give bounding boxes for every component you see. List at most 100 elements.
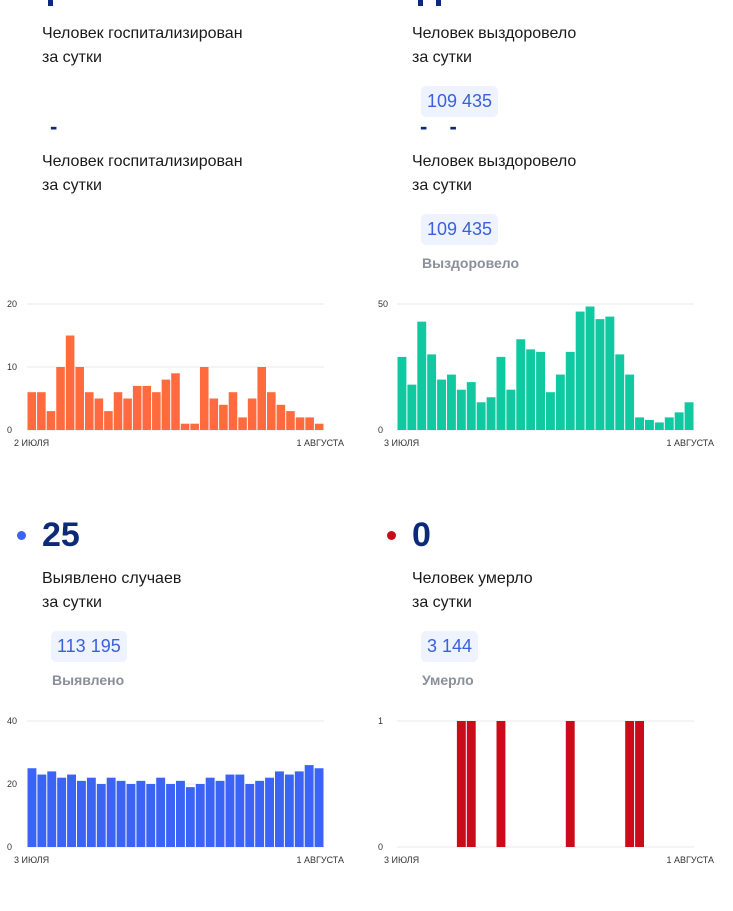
chart-bar[interactable] [437, 379, 446, 430]
deaths-total-pill[interactable]: 3 144 [421, 631, 479, 662]
chart-bar[interactable] [305, 417, 314, 430]
chart-bar[interactable] [156, 777, 166, 847]
chart-bar[interactable] [476, 402, 486, 430]
chart-bar[interactable] [113, 392, 123, 430]
chart-bar[interactable] [199, 367, 209, 430]
chart-bar[interactable] [190, 423, 199, 430]
chart-bar[interactable] [625, 721, 635, 847]
chart-bar[interactable] [654, 422, 664, 430]
chart-bar[interactable] [456, 389, 466, 430]
chart-bar[interactable] [176, 780, 185, 847]
chart-bar[interactable] [123, 398, 132, 431]
chart-bar[interactable] [195, 784, 205, 847]
chart-bar[interactable] [496, 356, 506, 430]
chart-bar[interactable] [684, 402, 694, 430]
chart-bar[interactable] [209, 398, 219, 431]
recovered-total-pill[interactable]: 109 435 [421, 214, 499, 245]
chart-bar[interactable] [152, 392, 161, 430]
chart-bar[interactable] [205, 777, 215, 847]
chart-bar[interactable] [56, 367, 65, 430]
chart-bar[interactable] [86, 777, 96, 847]
chart-bar[interactable] [417, 321, 427, 430]
chart-bar[interactable] [407, 384, 417, 430]
chart-bar[interactable] [132, 385, 142, 430]
chart-bar[interactable] [166, 784, 175, 847]
chart-bar[interactable] [397, 356, 407, 430]
chart-bar[interactable] [65, 335, 75, 431]
chart-bar[interactable] [142, 385, 152, 430]
chart-bar[interactable] [104, 411, 113, 430]
chart-bar[interactable] [496, 721, 506, 847]
chart-bar[interactable] [96, 784, 106, 847]
chart-bar[interactable] [565, 721, 575, 847]
chart-bar[interactable] [146, 784, 156, 847]
chart-bar[interactable] [67, 774, 76, 847]
chart-bar[interactable] [247, 398, 257, 431]
chart-bar[interactable] [219, 404, 228, 430]
chart-bar[interactable] [555, 374, 565, 430]
chart-bar[interactable] [245, 784, 255, 847]
chart-bar[interactable] [456, 721, 466, 847]
chart-bar[interactable] [284, 774, 294, 847]
chart-bar[interactable] [635, 721, 644, 847]
chart-bar[interactable] [664, 417, 674, 430]
chart-bar[interactable] [575, 311, 585, 430]
chart-bar[interactable] [46, 411, 56, 430]
chart-bar[interactable] [57, 777, 67, 847]
chart-bar[interactable] [185, 787, 195, 847]
chart-bar[interactable] [171, 373, 180, 430]
chart-bar[interactable] [585, 306, 595, 430]
chart-bar[interactable] [37, 774, 47, 847]
chart-bar[interactable] [265, 777, 274, 847]
chart-bar[interactable] [615, 354, 625, 430]
chart-bar[interactable] [126, 784, 136, 847]
chart-bar[interactable] [27, 392, 37, 430]
chart-bar[interactable] [37, 392, 46, 430]
chart-bar[interactable] [161, 379, 171, 430]
chart-bar[interactable] [447, 374, 456, 430]
chart-bar[interactable] [516, 339, 526, 430]
chart-bar[interactable] [526, 349, 536, 430]
chart-bar[interactable] [235, 774, 245, 847]
chart-bar[interactable] [427, 354, 437, 430]
chart-bar[interactable] [84, 392, 94, 430]
chart-bar[interactable] [314, 423, 324, 430]
cases-total-pill[interactable]: 113 195 [51, 631, 127, 662]
chart-bar[interactable] [304, 765, 314, 847]
chart-bar[interactable] [314, 768, 324, 847]
chart-bar[interactable] [75, 367, 84, 430]
chart-bar[interactable] [605, 316, 615, 430]
chart-bar[interactable] [635, 417, 644, 430]
chart-bar[interactable] [225, 774, 235, 847]
chart-bar[interactable] [536, 351, 545, 430]
chart-bar[interactable] [267, 392, 276, 430]
chart-bar[interactable] [47, 771, 57, 847]
chart-bar[interactable] [136, 780, 146, 847]
chart-bar[interactable] [466, 721, 476, 847]
chart-bar[interactable] [486, 397, 496, 430]
chart-bar[interactable] [565, 351, 575, 430]
chart-bar[interactable] [255, 780, 265, 847]
chart-bar[interactable] [595, 319, 605, 430]
chart-bar[interactable] [275, 771, 284, 847]
chart-bar[interactable] [106, 777, 116, 847]
chart-bar[interactable] [77, 780, 86, 847]
recovered-total-pill-top[interactable]: 109 435 [421, 86, 499, 117]
chart-bar[interactable] [466, 382, 476, 430]
chart-bar[interactable] [116, 780, 126, 847]
chart-bar[interactable] [94, 398, 104, 431]
chart-bar[interactable] [228, 392, 238, 430]
chart-bar[interactable] [645, 419, 654, 430]
chart-bar[interactable] [506, 389, 516, 430]
chart-bar[interactable] [674, 412, 684, 430]
chart-bar[interactable] [546, 392, 555, 430]
chart-bar[interactable] [295, 417, 305, 430]
chart-bar[interactable] [276, 404, 286, 430]
chart-bar[interactable] [27, 768, 37, 847]
chart-bar[interactable] [286, 411, 295, 430]
chart-bar[interactable] [294, 771, 304, 847]
chart-bar[interactable] [257, 367, 267, 430]
chart-bar[interactable] [625, 374, 635, 430]
chart-bar[interactable] [238, 417, 247, 430]
chart-bar[interactable] [215, 780, 225, 847]
